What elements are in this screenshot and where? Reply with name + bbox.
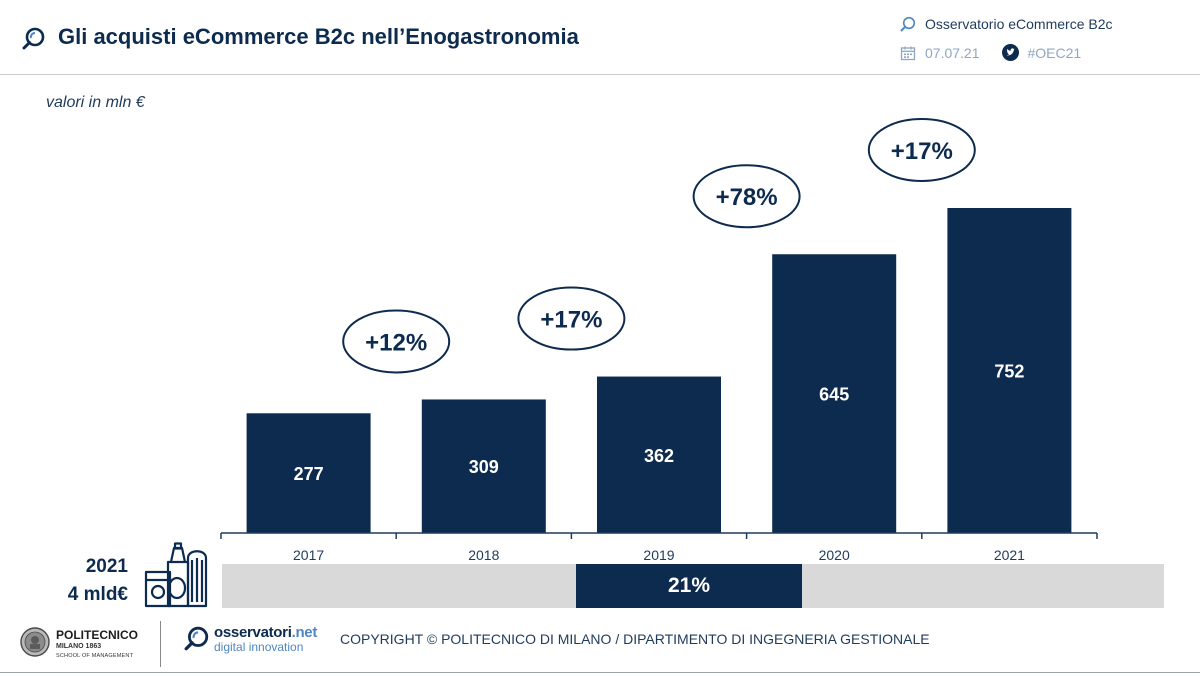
x-tick-label: 2019 [643, 547, 674, 563]
polimi-sub1: MILANO 1863 [56, 643, 102, 650]
brand-icon [900, 16, 916, 32]
bar-2019 [597, 376, 721, 533]
date-label: 07.07.21 [925, 44, 980, 61]
growth-label: +17% [891, 138, 953, 165]
bar-2020 [772, 254, 897, 533]
grocery-icon [144, 542, 208, 608]
bar-2021 [947, 208, 1072, 533]
footer-line [0, 672, 1200, 673]
bar-value-label: 309 [469, 457, 499, 477]
date-hashtag-row: 07.07.21 #OEC21 [900, 44, 1081, 61]
growth-bubble [342, 309, 451, 374]
bar-value-label: 362 [644, 446, 674, 466]
growth-bubble [517, 286, 626, 351]
osservatori-name-a: osservatori [214, 624, 292, 641]
calendar-icon [900, 46, 916, 60]
x-tick-label: 2020 [819, 547, 850, 563]
politecnico-seal-icon [20, 627, 50, 657]
footer-divider [160, 621, 161, 667]
share-percent-fill: 21% [576, 564, 802, 608]
share-year: 2021 [85, 556, 128, 577]
growth-label: +12% [365, 329, 427, 356]
growth-bubble [867, 118, 976, 182]
osservatori-sub: digital innovation [214, 640, 304, 654]
page-title: Gli acquisti eCommerce B2c nell’Enogastr… [58, 24, 579, 49]
growth-bubble [692, 164, 801, 229]
osservatori-name-b: .net [291, 624, 318, 641]
bar-value-label: 277 [294, 464, 324, 484]
brand-label: Osservatorio eCommerce B2c [925, 16, 1113, 32]
osservatori-name: osservatori.net [214, 624, 317, 641]
chart-subtitle: valori in mln € [46, 94, 145, 111]
header: Gli acquisti eCommerce B2c nell’Enogastr… [0, 0, 1200, 75]
bar-value-label: 752 [994, 362, 1024, 382]
growth-label: +78% [716, 184, 778, 211]
x-tick-label: 2017 [293, 547, 324, 563]
osservatori-logo-icon [184, 626, 209, 651]
magnifier-logo-icon [22, 27, 45, 50]
polimi-name: POLITECNICO [56, 628, 139, 642]
growth-label: +17% [540, 307, 602, 334]
polimi-sub2: SCHOOL OF MANAGEMENT [56, 653, 134, 659]
brand-row: Osservatorio eCommerce B2c [900, 16, 1113, 32]
x-tick-label: 2018 [468, 547, 499, 563]
bar-2018 [421, 399, 546, 533]
bar-2017 [246, 413, 371, 533]
x-tick-label: 2021 [994, 547, 1025, 563]
share-total: 4 mld€ [67, 584, 128, 605]
copyright-text: COPYRIGHT © POLITECNICO DI MILANO / DIPA… [340, 631, 930, 647]
bar-value-label: 645 [819, 385, 849, 405]
hashtag-label[interactable]: #OEC21 [1027, 44, 1082, 61]
twitter-icon[interactable] [1001, 44, 1019, 61]
